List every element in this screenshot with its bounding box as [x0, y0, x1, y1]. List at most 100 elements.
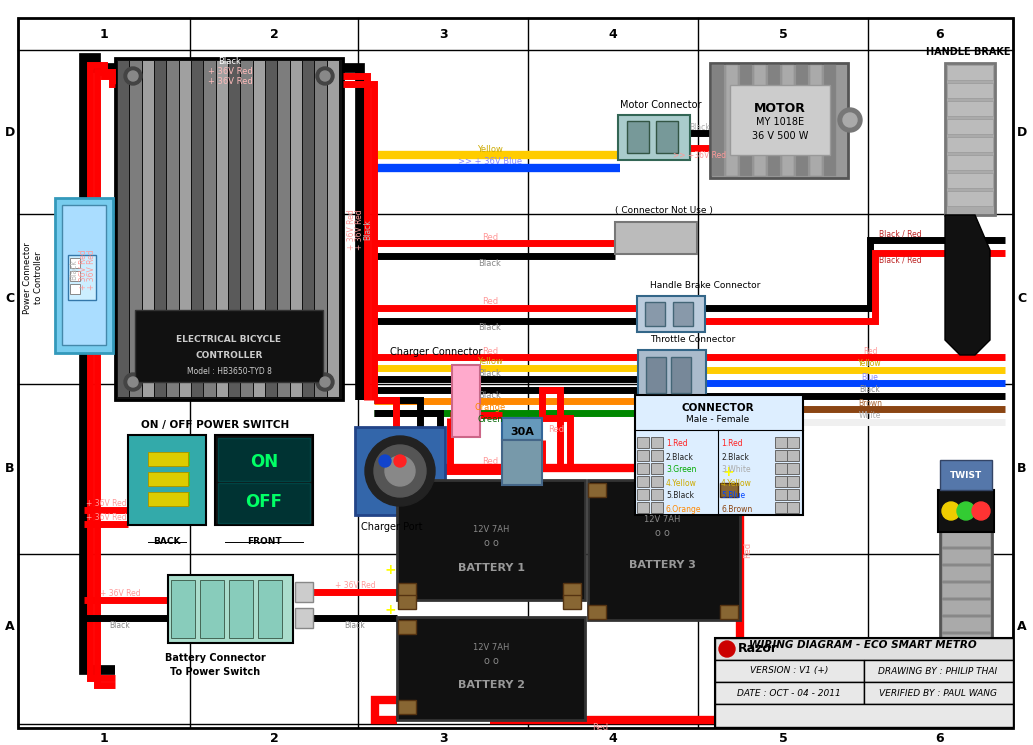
Bar	[290, 61, 302, 397]
Bar	[787, 476, 799, 487]
Bar	[588, 483, 606, 497]
Text: 5.Black: 5.Black	[666, 492, 694, 501]
Bar	[947, 101, 993, 116]
Bar	[775, 450, 787, 461]
Bar	[588, 605, 606, 619]
Bar	[315, 61, 326, 397]
Circle shape	[320, 71, 330, 81]
Text: C: C	[5, 293, 14, 305]
Text: White: White	[858, 411, 881, 420]
Bar	[656, 121, 678, 153]
Bar	[942, 566, 990, 580]
Text: Red: Red	[482, 457, 498, 466]
Text: 3: 3	[439, 28, 447, 40]
Text: Black: Black	[219, 57, 242, 66]
Bar	[615, 222, 697, 254]
Bar	[175, 472, 190, 486]
Bar	[205, 61, 216, 397]
Text: Yellow: Yellow	[858, 360, 882, 369]
Bar	[70, 258, 80, 268]
Bar	[775, 502, 787, 513]
Text: A: A	[1018, 620, 1027, 633]
Bar	[938, 490, 994, 532]
Text: 5: 5	[779, 28, 787, 40]
Text: + 36V Red: + 36V Red	[79, 250, 88, 291]
Text: 5.Blue: 5.Blue	[721, 492, 745, 501]
Circle shape	[124, 373, 142, 391]
Text: Brown: Brown	[858, 399, 882, 408]
Bar	[148, 492, 188, 506]
Bar	[68, 255, 96, 300]
Bar	[824, 65, 836, 176]
Bar	[397, 617, 585, 720]
Text: o o: o o	[483, 656, 499, 666]
Bar	[192, 61, 204, 397]
Bar	[70, 271, 80, 281]
Bar	[254, 61, 265, 397]
Text: Black: Black	[364, 220, 373, 241]
Bar	[267, 61, 277, 397]
Bar	[740, 65, 752, 176]
Bar	[452, 365, 480, 437]
Bar	[637, 502, 649, 513]
Bar	[218, 438, 310, 481]
Text: Black: Black	[859, 385, 880, 395]
Bar	[563, 583, 581, 597]
Bar	[715, 638, 1013, 660]
Text: Red: Red	[863, 346, 877, 355]
Text: Red: Red	[744, 542, 752, 558]
Bar	[242, 61, 253, 397]
Bar	[720, 483, 738, 497]
Text: Throttle Connector: Throttle Connector	[650, 335, 735, 344]
Text: + 36V Red: + 36V Red	[355, 209, 365, 250]
Text: D: D	[1016, 125, 1027, 139]
Text: 4.Yellow: 4.Yellow	[666, 478, 697, 487]
Bar	[115, 58, 343, 400]
Bar	[754, 65, 766, 176]
Text: B: B	[5, 463, 14, 475]
Bar	[637, 296, 705, 332]
Bar	[175, 452, 190, 466]
Circle shape	[394, 455, 406, 467]
Bar	[645, 302, 665, 326]
Bar	[278, 61, 289, 397]
Text: Black: Black	[345, 621, 366, 630]
Bar	[635, 395, 803, 515]
Bar	[942, 651, 990, 665]
Bar	[710, 63, 848, 178]
Bar	[229, 580, 253, 638]
Text: Black / Red: Black / Red	[879, 256, 921, 264]
Bar	[942, 668, 990, 682]
Bar	[947, 173, 993, 188]
Bar	[295, 608, 313, 628]
Bar	[947, 65, 993, 80]
Bar	[787, 437, 799, 448]
Text: 2.Black: 2.Black	[721, 452, 749, 461]
Bar	[118, 61, 129, 397]
Bar	[651, 437, 663, 448]
Bar	[715, 660, 864, 682]
Polygon shape	[945, 215, 990, 355]
Text: TWIST: TWIST	[950, 471, 982, 480]
Text: Green: Green	[477, 414, 503, 423]
Bar	[775, 463, 787, 474]
Bar	[730, 85, 829, 155]
Bar	[175, 492, 190, 506]
Bar	[768, 65, 780, 176]
Bar	[864, 682, 1013, 704]
Bar	[55, 198, 113, 353]
Circle shape	[128, 377, 138, 387]
Bar	[787, 489, 799, 500]
Text: BATTERY 1: BATTERY 1	[458, 563, 525, 573]
Bar	[947, 83, 993, 98]
Bar	[70, 284, 80, 294]
Bar	[942, 532, 990, 546]
Text: WIRING DIAGRAM - ECO SMART METRO: WIRING DIAGRAM - ECO SMART METRO	[749, 640, 977, 650]
Text: To Power Switch: To Power Switch	[170, 667, 260, 677]
Text: 12V 7AH: 12V 7AH	[473, 525, 509, 534]
Text: Yellow: Yellow	[477, 358, 503, 367]
Text: +: +	[384, 563, 396, 577]
Bar	[947, 155, 993, 170]
Text: Blue: Blue	[862, 372, 878, 381]
Bar	[651, 450, 663, 461]
